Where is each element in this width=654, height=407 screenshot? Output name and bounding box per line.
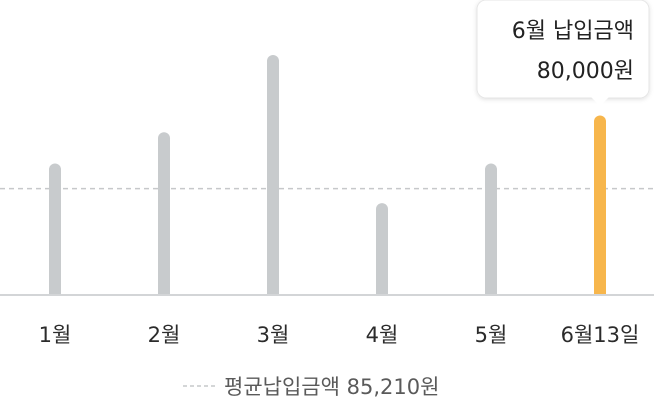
x-tick-label-4: 4월 bbox=[366, 323, 399, 347]
x-tick-labels: 1월 2월 3월 4월 5월 6월13일 bbox=[39, 323, 640, 347]
tooltip-title: 6월 납입금액 bbox=[512, 19, 634, 44]
baseline-mask bbox=[0, 296, 654, 304]
tooltip-box bbox=[476, 0, 650, 99]
bar-5[interactable] bbox=[485, 163, 497, 301]
bar-6[interactable] bbox=[594, 115, 606, 302]
bars-layer bbox=[49, 55, 606, 302]
bar-3[interactable] bbox=[267, 55, 279, 301]
bar-4[interactable] bbox=[376, 203, 388, 301]
tooltip: 6월 납입금액 80,000원 bbox=[476, 0, 650, 106]
bar-1[interactable] bbox=[49, 163, 61, 301]
bar-2[interactable] bbox=[158, 132, 170, 301]
x-tick-label-3: 3월 bbox=[257, 323, 290, 347]
x-tick-label-2: 2월 bbox=[148, 323, 181, 347]
average-legend: 평균납입금액 85,210원 bbox=[183, 375, 439, 399]
x-tick-label-1: 1월 bbox=[39, 323, 72, 347]
tooltip-value: 80,000원 bbox=[537, 59, 634, 84]
average-legend-label: 평균납입금액 85,210원 bbox=[224, 375, 439, 399]
x-tick-label-5: 5월 bbox=[475, 323, 508, 347]
tooltip-arrow bbox=[591, 97, 609, 106]
x-tick-label-6: 6월13일 bbox=[561, 323, 640, 347]
